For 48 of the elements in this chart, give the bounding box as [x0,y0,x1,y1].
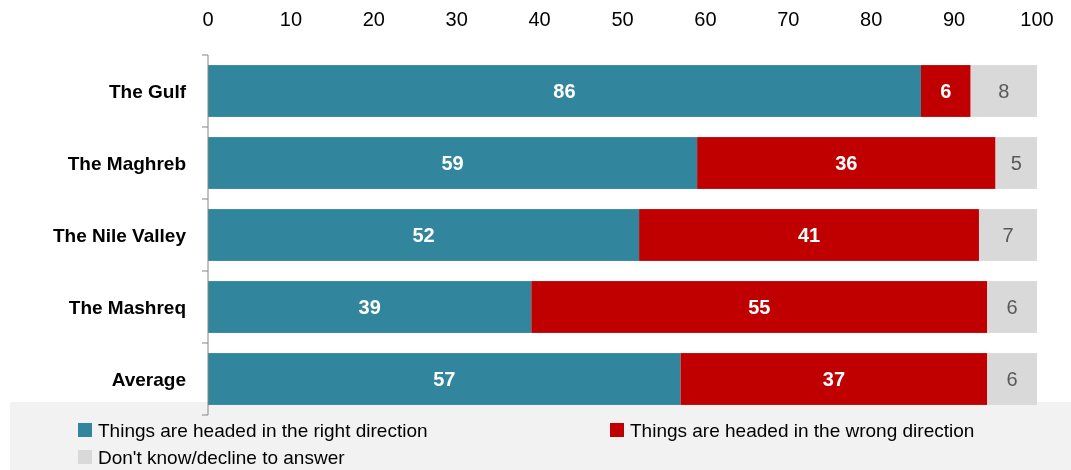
bar [987,353,1037,405]
x-tick-label: 0 [202,8,214,30]
data-label: 55 [748,296,771,318]
y-tick-label: Average [111,368,186,390]
bar [697,137,996,189]
legend-label: Don't know/decline to answer [98,446,346,468]
y-tick-label: The Mashreq [68,296,186,318]
bar [920,65,971,117]
x-tick-label: 60 [694,8,717,30]
data-label: 7 [1002,224,1014,246]
data-label: 5 [1010,152,1022,174]
bar [680,353,988,405]
bar [208,137,698,189]
bar [639,209,979,261]
bar [208,281,532,333]
bar [978,209,1037,261]
x-tick-label: 20 [362,8,385,30]
data-label: 41 [797,224,821,246]
data-label: 6 [940,80,952,102]
x-tick-label: 90 [942,8,966,30]
data-label: 86 [553,80,576,102]
x-tick-label: 10 [279,8,303,30]
data-label: 6 [1006,296,1018,318]
data-label: 52 [412,224,435,246]
bar [995,137,1037,189]
bar [208,65,921,117]
data-label: 37 [822,368,846,390]
bar [987,281,1037,333]
data-label: 36 [835,152,858,174]
legend-label: Things are headed in the right direction [98,419,428,441]
data-label: 57 [433,368,456,390]
x-tick-label: 50 [611,8,634,30]
bar [208,209,640,261]
data-label: 59 [441,152,464,174]
data-label: 39 [358,296,381,318]
x-tick-label: 40 [528,8,551,30]
x-tick-label: 80 [860,8,883,30]
y-tick-label: The Maghreb [67,152,186,174]
bar [970,65,1037,117]
x-tick-label: 100 [1020,8,1054,30]
data-label: 6 [1006,368,1018,390]
x-tick-label: 30 [445,8,468,30]
y-tick-label: The Gulf [108,80,187,102]
y-tick-label: The Nile Valley [52,224,187,246]
data-label: 8 [998,80,1010,102]
bar [531,281,988,333]
x-tick-label: 70 [777,8,800,30]
legend-label: Things are headed in the wrong direction [630,419,975,441]
